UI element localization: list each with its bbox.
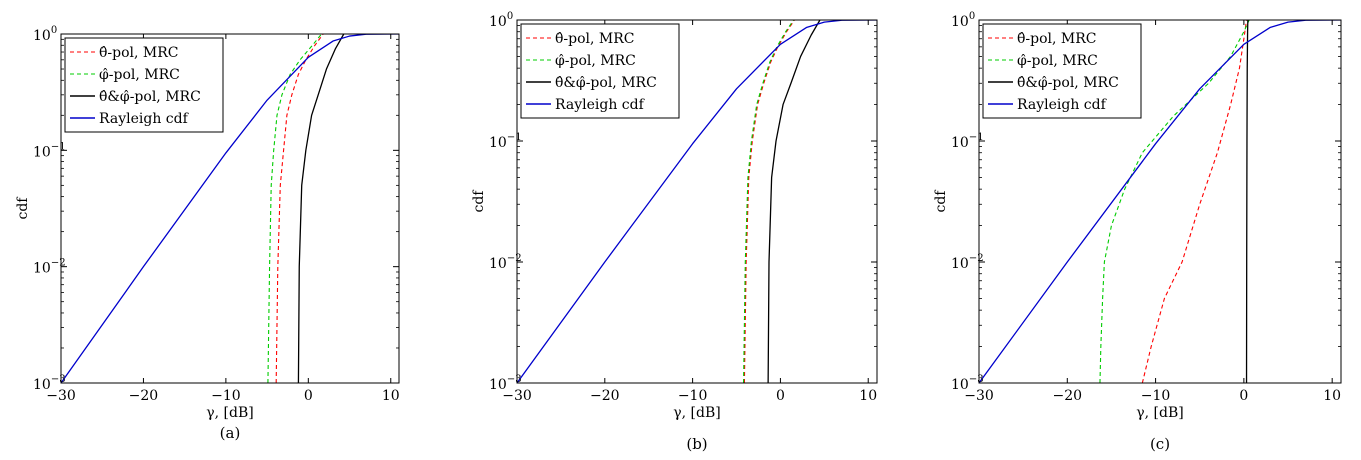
y-axis-label: cdf bbox=[471, 189, 487, 213]
series-line-4 bbox=[61, 34, 399, 383]
series-group bbox=[61, 34, 399, 383]
series-line-4 bbox=[979, 20, 1341, 383]
x-tick-label: −30 bbox=[502, 388, 532, 404]
y-tick-label: 100 bbox=[33, 25, 57, 44]
series-line-3 bbox=[297, 34, 345, 383]
x-tick-label: 10 bbox=[1323, 388, 1341, 404]
legend-box bbox=[982, 23, 1142, 119]
panel-label: (c) bbox=[1150, 435, 1170, 453]
x-tick-label: −30 bbox=[964, 388, 994, 404]
series-group bbox=[517, 20, 877, 383]
y-axis-label: cdf bbox=[15, 196, 31, 220]
chart-panel-2: −30 −20 −10 0 10 10−3 10−2 10−1 100 γ, [dB] cdf θ̂-… bbox=[471, 11, 878, 453]
legend-label: θ̂-pol, MRC bbox=[1017, 31, 1097, 47]
x-tick-label: −30 bbox=[46, 388, 76, 404]
series-line-1 bbox=[275, 34, 324, 383]
legend-label: θ̂-pol, MRC bbox=[99, 45, 179, 61]
x-tick-label: −20 bbox=[590, 388, 620, 404]
series-line-2 bbox=[1099, 20, 1250, 383]
axes-box bbox=[60, 33, 400, 384]
axes-box bbox=[978, 19, 1342, 384]
series-line-3 bbox=[767, 20, 821, 383]
legend-box bbox=[64, 37, 224, 133]
series-line-1 bbox=[1141, 20, 1248, 383]
legend-label: θ̂&φ̂-pol, MRC bbox=[555, 75, 657, 91]
legend-label: θ̂-pol, MRC bbox=[555, 31, 635, 47]
y-tick-label: 10−3 bbox=[33, 374, 66, 393]
legend-label: θ̂&φ̂-pol, MRC bbox=[99, 89, 201, 105]
x-tick-label: 0 bbox=[304, 388, 313, 404]
legend-label: θ̂&φ̂-pol, MRC bbox=[1017, 75, 1119, 91]
legend-label: Rayleigh cdf bbox=[99, 111, 190, 127]
y-tick-label: 10−2 bbox=[33, 258, 66, 277]
legend-label: φ̂-pol, MRC bbox=[1017, 53, 1098, 69]
y-tick-label: 10−2 bbox=[951, 253, 984, 272]
x-tick-label: 10 bbox=[859, 388, 877, 404]
x-tick-label: 0 bbox=[776, 388, 785, 404]
y-tick-label: 10−3 bbox=[489, 374, 522, 393]
legend-label: φ̂-pol, MRC bbox=[99, 67, 180, 83]
x-tick-label: −20 bbox=[1053, 388, 1083, 404]
y-tick-label: 100 bbox=[489, 11, 513, 30]
x-axis-label: γ, [dB] bbox=[1136, 405, 1183, 421]
panel-label: (a) bbox=[220, 424, 241, 442]
y-tick-label: 10−1 bbox=[951, 132, 984, 151]
series-line-1 bbox=[743, 20, 795, 383]
y-axis-label: cdf bbox=[933, 189, 949, 213]
y-tick-label: 10−1 bbox=[33, 141, 66, 160]
series-line-3 bbox=[1245, 20, 1249, 383]
chart-panel-1: −30 −20 −10 0 10 10−3 10−2 10−1 100 γ, [dB] cdf θ̂-… bbox=[15, 25, 400, 442]
legend-label: φ̂-pol, MRC bbox=[555, 53, 636, 69]
x-tick-label: −10 bbox=[678, 388, 708, 404]
x-tick-label: 0 bbox=[1239, 388, 1248, 404]
series-line-2 bbox=[742, 20, 795, 383]
x-tick-label: −10 bbox=[1141, 388, 1171, 404]
x-tick-label: 10 bbox=[382, 388, 400, 404]
x-axis-label: γ, [dB] bbox=[673, 405, 720, 421]
series-group bbox=[979, 20, 1341, 383]
legend-box bbox=[520, 23, 680, 119]
x-axis-label: γ, [dB] bbox=[206, 405, 253, 421]
legend-label: Rayleigh cdf bbox=[1017, 97, 1108, 113]
panel-label: (b) bbox=[686, 435, 707, 453]
y-tick-label: 10−2 bbox=[489, 253, 522, 272]
series-line-4 bbox=[517, 20, 877, 383]
legend-label: Rayleigh cdf bbox=[555, 97, 646, 113]
chart-panel-3: −30 −20 −10 0 10 10−3 10−2 10−1 100 γ, [dB] cdf θ̂-… bbox=[933, 11, 1342, 453]
axes-box bbox=[516, 19, 878, 384]
series-line-2 bbox=[267, 34, 322, 383]
x-tick-label: −10 bbox=[211, 388, 241, 404]
y-tick-label: 100 bbox=[951, 11, 975, 30]
y-tick-label: 10−1 bbox=[489, 132, 522, 151]
x-tick-label: −20 bbox=[129, 388, 159, 404]
y-tick-label: 10−3 bbox=[951, 374, 984, 393]
